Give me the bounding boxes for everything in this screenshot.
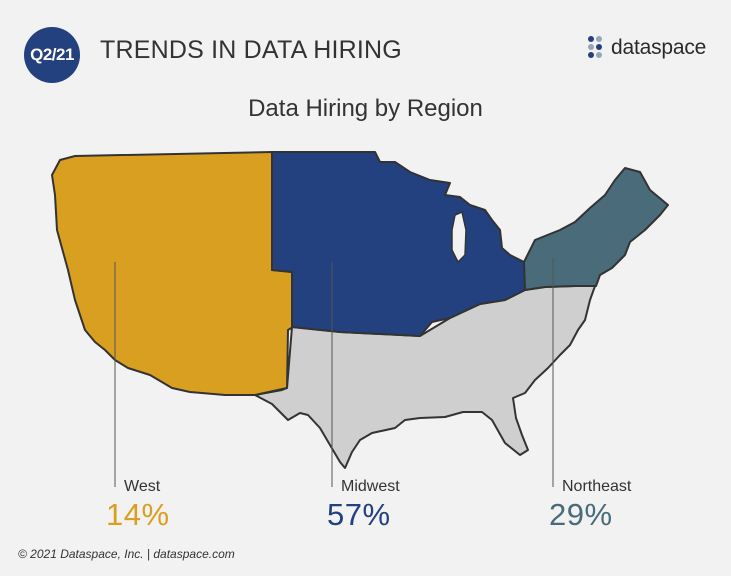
- region-value-midwest: 57%: [327, 497, 391, 532]
- region-midwest: [271, 151, 526, 337]
- region-label-west: West: [124, 478, 161, 495]
- region-label-midwest: Midwest: [341, 478, 400, 495]
- region-northeast: [523, 167, 669, 291]
- dot-grid-logo-icon: [588, 36, 602, 58]
- page-title: TRENDS IN DATA HIRING: [100, 36, 402, 64]
- map-title: Data Hiring by Region: [248, 95, 483, 122]
- region-label-northeast: Northeast: [562, 478, 632, 495]
- brand-logo: dataspace: [587, 35, 706, 61]
- copyright-footer: © 2021 Dataspace, Inc. | dataspace.com: [18, 547, 235, 561]
- region-value-northeast: 29%: [549, 497, 613, 532]
- region-value-west: 14%: [106, 497, 170, 532]
- quarter-badge: Q2/21: [24, 27, 80, 83]
- region-west: [51, 151, 294, 396]
- quarter-badge-label: Q2/21: [30, 45, 74, 64]
- lake-michigan: [451, 210, 467, 264]
- brand-name: dataspace: [611, 36, 707, 59]
